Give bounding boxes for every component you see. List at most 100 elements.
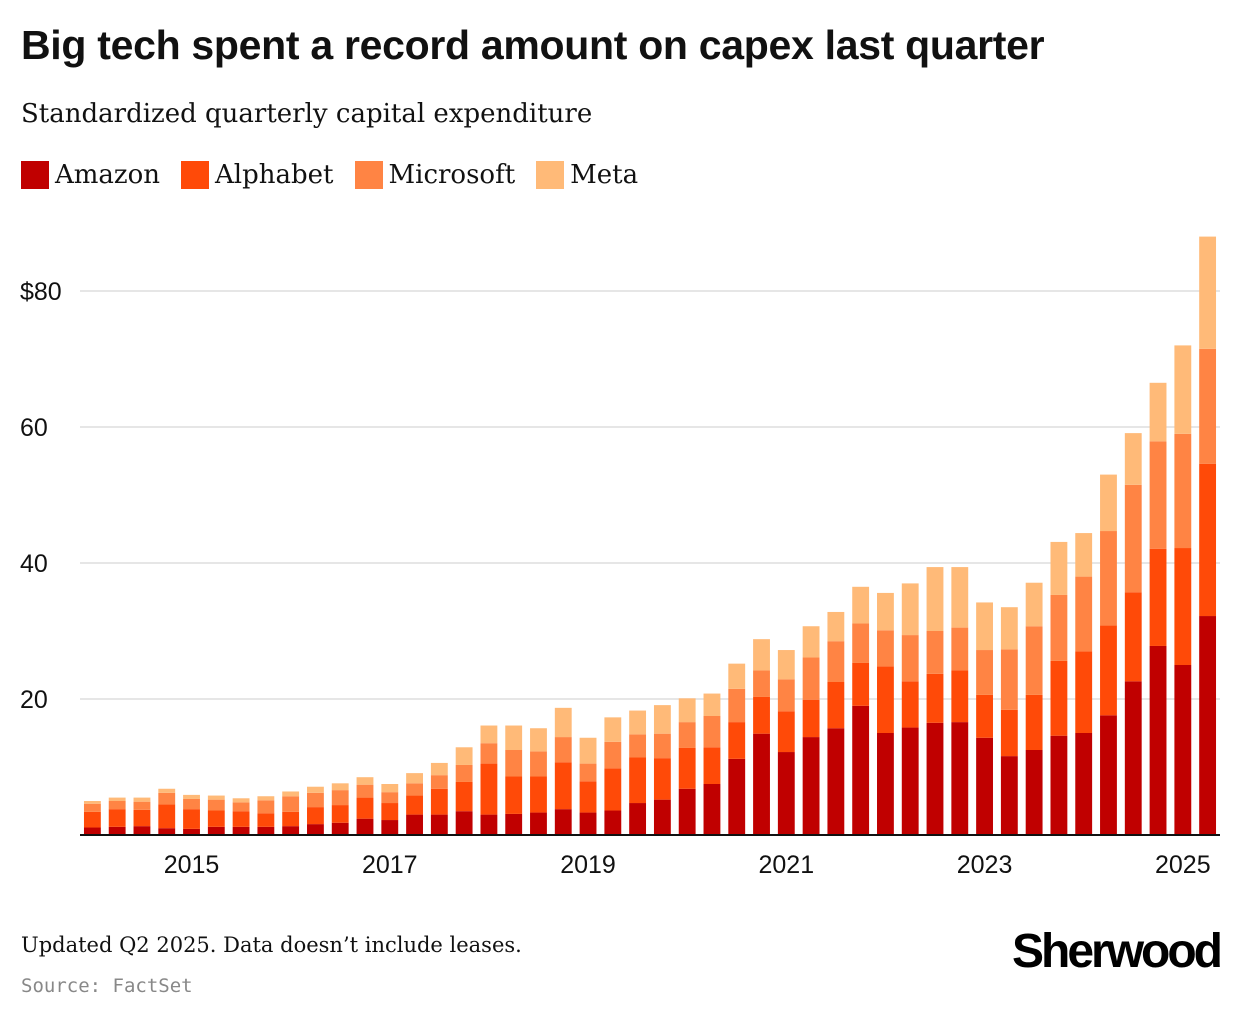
bar-segment-microsoft xyxy=(406,783,423,796)
bar-segment-meta xyxy=(852,586,870,624)
bar-segment-amazon xyxy=(951,722,969,835)
bar-segment-alphabet xyxy=(356,797,374,819)
bar-segment-meta xyxy=(1199,236,1217,349)
bar-segment-amazon xyxy=(802,737,820,835)
bar-segment-amazon xyxy=(604,810,622,835)
legend-item-amazon: Amazon xyxy=(21,160,160,190)
bar-segment-microsoft xyxy=(827,641,845,682)
legend-swatch-meta xyxy=(536,161,565,189)
bar-segment-alphabet xyxy=(282,811,300,827)
bar-segment-meta xyxy=(480,725,498,744)
bar-segment-microsoft xyxy=(703,716,721,748)
legend-label-microsoft: Microsoft xyxy=(388,160,516,190)
legend-item-meta: Meta xyxy=(536,160,638,190)
bar-segment-meta xyxy=(554,707,572,738)
bar-segment-amazon xyxy=(703,784,721,835)
bar-segment-alphabet xyxy=(1025,694,1043,750)
bar-segment-microsoft xyxy=(852,623,870,663)
bar-segment-amazon xyxy=(976,737,993,835)
bar-segment-alphabet xyxy=(877,666,894,733)
bar-segment-alphabet xyxy=(802,699,820,738)
legend-swatch-amazon xyxy=(21,161,49,189)
bar-segment-microsoft xyxy=(232,802,250,812)
bar-segment-microsoft xyxy=(604,741,622,769)
bar-segment-amazon xyxy=(827,728,845,835)
bar-segment-alphabet xyxy=(1199,463,1217,617)
bar-segment-amazon xyxy=(108,826,126,835)
bar-segment-microsoft xyxy=(579,763,597,782)
bar-segment-amazon xyxy=(1124,681,1142,835)
bar-segment-meta xyxy=(1075,533,1093,577)
bar-segment-amazon xyxy=(753,733,770,835)
bar-segment-alphabet xyxy=(777,711,795,753)
bar-segment-microsoft xyxy=(257,800,275,814)
bar-segment-microsoft xyxy=(455,764,473,782)
x-tick-label: 2025 xyxy=(1155,851,1211,879)
bar-segment-amazon xyxy=(653,799,671,835)
x-tick-label: 2023 xyxy=(957,851,1013,879)
bar-segment-meta xyxy=(678,698,696,723)
bar-segment-alphabet xyxy=(183,809,200,829)
bar-segment-alphabet xyxy=(579,781,597,813)
bar-segment-microsoft xyxy=(430,775,448,789)
bar-segment-meta xyxy=(183,794,200,799)
bar-segment-meta xyxy=(406,773,423,784)
bar-segment-amazon xyxy=(356,818,374,835)
y-tick-label: 60 xyxy=(20,414,48,442)
bar-segment-microsoft xyxy=(381,792,399,804)
chart-title: Big tech spent a record amount on capex … xyxy=(21,22,1045,68)
bar-segment-amazon xyxy=(530,812,547,835)
bar-segment-meta xyxy=(579,737,597,764)
bar-segment-amazon xyxy=(1199,616,1217,835)
bar-segment-microsoft xyxy=(207,799,225,811)
bar-segment-amazon xyxy=(406,814,423,835)
bar-segment-alphabet xyxy=(1075,651,1093,733)
bar-segment-alphabet xyxy=(232,811,250,827)
bar-segment-meta xyxy=(356,777,374,785)
bar-segment-alphabet xyxy=(1149,548,1167,646)
brand-logo: Sherwood xyxy=(1011,925,1223,978)
bar-segment-alphabet xyxy=(604,768,622,811)
bar-segment-alphabet xyxy=(926,673,944,723)
bar-segment-alphabet xyxy=(406,795,423,815)
bar-segment-meta xyxy=(1000,607,1018,650)
bar-segment-meta xyxy=(1100,474,1117,532)
bar-segment-meta xyxy=(703,693,721,716)
bar-segment-microsoft xyxy=(753,670,770,697)
bar-segment-amazon xyxy=(232,826,250,835)
bar-segment-meta xyxy=(901,583,919,636)
bar-segment-alphabet xyxy=(629,757,647,804)
bar-segment-amazon xyxy=(1050,735,1068,835)
bar-segment-amazon xyxy=(1075,733,1093,835)
bar-segment-amazon xyxy=(1174,665,1192,835)
bar-segment-amazon xyxy=(1000,756,1018,835)
bar-segment-amazon xyxy=(579,812,597,835)
bar-segment-microsoft xyxy=(356,784,374,798)
bar-segment-alphabet xyxy=(207,810,225,827)
bar-segment-amazon xyxy=(505,813,523,835)
bar-segment-meta xyxy=(207,795,225,800)
bar-segment-alphabet xyxy=(381,803,399,821)
bar-segment-alphabet xyxy=(158,804,176,829)
bar-segment-microsoft xyxy=(926,631,944,674)
stacked-bar-chart: 20 40 60 $80 2015 2017 2019 2021 2023 2025 xyxy=(20,236,1220,879)
bar-segment-alphabet xyxy=(1000,709,1018,757)
bar-segment-amazon xyxy=(307,824,324,835)
bar-segment-microsoft xyxy=(1000,649,1018,710)
bar-segment-microsoft xyxy=(480,743,498,764)
bar-segment-microsoft xyxy=(1075,576,1093,652)
legend: Amazon Alphabet Microsoft Meta xyxy=(21,160,659,190)
bar-segment-amazon xyxy=(183,828,200,835)
bar-segment-amazon xyxy=(158,828,176,835)
bar-segment-microsoft xyxy=(158,792,176,805)
bar-segment-meta xyxy=(777,650,795,680)
x-tick-label: 2017 xyxy=(362,851,418,879)
bar-segment-amazon xyxy=(133,826,151,835)
bar-segment-alphabet xyxy=(530,776,547,813)
bar-segment-microsoft xyxy=(183,798,200,810)
bar-segment-alphabet xyxy=(554,762,572,810)
bar-segment-meta xyxy=(1149,382,1167,442)
y-tick-label: 40 xyxy=(20,550,48,578)
bar-segment-amazon xyxy=(257,826,275,835)
bar-segment-amazon xyxy=(877,733,894,835)
